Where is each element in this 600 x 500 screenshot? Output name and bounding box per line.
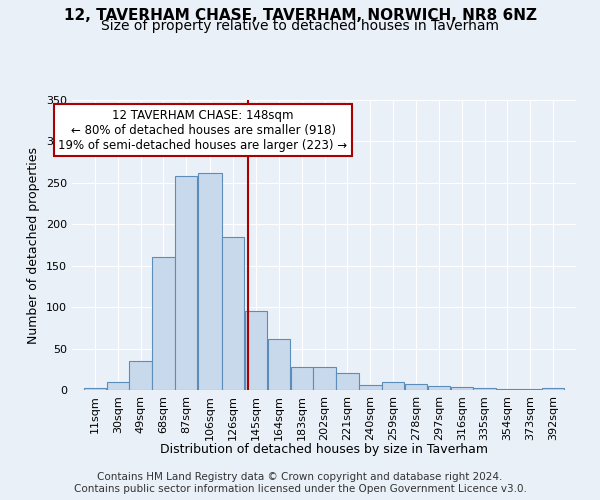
Bar	[451, 386, 473, 390]
Y-axis label: Number of detached properties: Number of detached properties	[28, 146, 40, 344]
Text: Size of property relative to detached houses in Taverham: Size of property relative to detached ho…	[101, 19, 499, 33]
Bar	[313, 367, 336, 390]
Bar	[359, 385, 382, 390]
Bar	[496, 389, 518, 390]
Bar	[175, 176, 197, 390]
Text: Contains HM Land Registry data © Crown copyright and database right 2024.: Contains HM Land Registry data © Crown c…	[97, 472, 503, 482]
Bar	[268, 338, 290, 390]
Bar	[542, 388, 565, 390]
Bar	[519, 389, 541, 390]
Bar	[222, 236, 244, 390]
Bar	[130, 361, 152, 390]
Bar	[336, 374, 359, 390]
Bar	[382, 382, 404, 390]
Bar	[198, 173, 221, 390]
Bar	[152, 258, 175, 390]
Bar	[107, 382, 129, 390]
Bar	[290, 367, 313, 390]
Text: Contains public sector information licensed under the Open Government Licence v3: Contains public sector information licen…	[74, 484, 526, 494]
Bar	[83, 388, 106, 390]
Text: Distribution of detached houses by size in Taverham: Distribution of detached houses by size …	[160, 442, 488, 456]
Bar	[473, 388, 496, 390]
Bar	[245, 312, 267, 390]
Bar	[405, 384, 427, 390]
Text: 12 TAVERHAM CHASE: 148sqm
← 80% of detached houses are smaller (918)
19% of semi: 12 TAVERHAM CHASE: 148sqm ← 80% of detac…	[58, 108, 347, 152]
Bar	[428, 386, 450, 390]
Text: 12, TAVERHAM CHASE, TAVERHAM, NORWICH, NR8 6NZ: 12, TAVERHAM CHASE, TAVERHAM, NORWICH, N…	[64, 8, 536, 22]
